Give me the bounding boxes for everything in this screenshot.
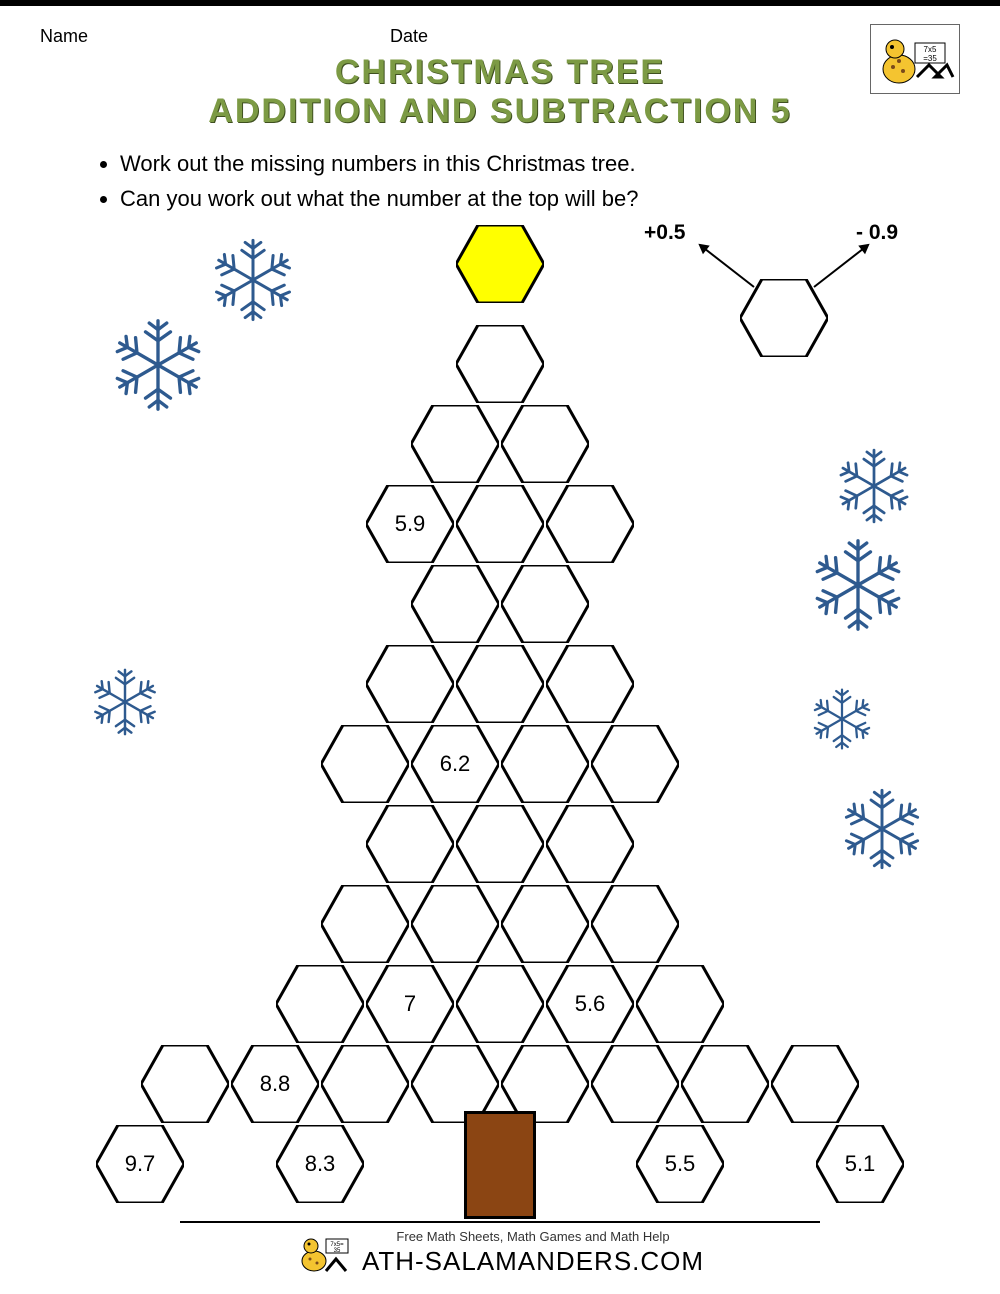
footer-logo: 7x5= 35 Free Math Sheets, Math Games and… <box>296 1229 704 1277</box>
hex-cell <box>456 645 544 723</box>
hex-cell <box>411 565 499 643</box>
title-block: CHRISTMAS TREE ADDITION AND SUBTRACTION … <box>40 53 960 131</box>
hex-cell <box>321 1045 409 1123</box>
hex-cell <box>411 405 499 483</box>
hex-cell <box>366 645 454 723</box>
hex-cell <box>456 485 544 563</box>
hex-cell <box>141 1045 229 1123</box>
hex-cell: 9.7 <box>96 1125 184 1203</box>
legend-arrow-left <box>694 239 760 293</box>
hex-cell <box>501 565 589 643</box>
hex-cell <box>591 885 679 963</box>
snowflake-icon <box>90 667 160 737</box>
hex-value: 5.6 <box>575 991 606 1017</box>
logo-box: 7x5 =35 <box>870 24 960 94</box>
hex-value: 8.3 <box>305 1151 336 1177</box>
snowflake-icon <box>810 537 906 633</box>
hex-cell <box>321 885 409 963</box>
header-row: Name Date <box>40 26 960 47</box>
footer-brand: ATH-SALAMANDERS.COM <box>362 1246 704 1276</box>
hex-cell: 7 <box>366 965 454 1043</box>
snowflake-icon <box>840 787 924 871</box>
hex-cell <box>456 965 544 1043</box>
snowflake-icon <box>835 447 913 525</box>
hex-value: 7 <box>404 991 416 1017</box>
hex-cell <box>636 965 724 1043</box>
hex-cell <box>546 645 634 723</box>
hex-cell-top <box>456 225 544 303</box>
hex-value: 5.9 <box>395 511 426 537</box>
hex-cell <box>456 805 544 883</box>
hex-cell <box>321 725 409 803</box>
hex-value: 9.7 <box>125 1151 156 1177</box>
hex-value: 5.5 <box>665 1151 696 1177</box>
instruction-item: Work out the missing numbers in this Chr… <box>120 147 960 180</box>
hex-value: 8.8 <box>260 1071 291 1097</box>
hex-cell: 6.2 <box>411 725 499 803</box>
tree-trunk <box>464 1111 536 1219</box>
snowflake-icon <box>810 687 874 751</box>
legend-arrow-right <box>808 239 874 293</box>
hex-value: 6.2 <box>440 751 471 777</box>
hex-cell: 8.3 <box>276 1125 364 1203</box>
hex-cell <box>501 725 589 803</box>
hex-cell <box>591 1045 679 1123</box>
snowflake-icon <box>110 317 206 413</box>
hex-value: 5.1 <box>845 1151 876 1177</box>
hex-cell: 8.8 <box>231 1045 319 1123</box>
legend-left-op: +0.5 <box>644 221 685 245</box>
hex-cell: 5.6 <box>546 965 634 1043</box>
hex-cell <box>456 325 544 403</box>
hex-cell <box>366 805 454 883</box>
hex-cell <box>771 1045 859 1123</box>
svg-text:35: 35 <box>334 1248 341 1254</box>
hex-cell <box>501 885 589 963</box>
title-line-2: ADDITION AND SUBTRACTION 5 <box>40 92 960 131</box>
hex-cell: 5.1 <box>816 1125 904 1203</box>
footer: 7x5= 35 Free Math Sheets, Math Games and… <box>0 1221 1000 1280</box>
instruction-item: Can you work out what the number at the … <box>120 182 960 215</box>
footer-tagline: Free Math Sheets, Math Games and Math He… <box>362 1229 704 1244</box>
svg-text:=35: =35 <box>923 54 937 63</box>
hex-cell <box>681 1045 769 1123</box>
hex-cell <box>546 805 634 883</box>
hex-cell <box>546 485 634 563</box>
hex-cell <box>501 405 589 483</box>
snowflake-icon <box>210 237 296 323</box>
salamander-icon: 7x5= 35 <box>296 1231 356 1275</box>
hex-cell <box>411 885 499 963</box>
salamander-icon: 7x5 =35 <box>875 29 955 89</box>
name-label: Name <box>40 26 390 47</box>
instructions-list: Work out the missing numbers in this Chr… <box>80 147 960 215</box>
worksheet-page: Name Date 7x5 =35 CHRISTMAS TREE ADDITIO… <box>0 0 1000 1294</box>
hex-cell: 5.9 <box>366 485 454 563</box>
hex-cell <box>591 725 679 803</box>
hex-cell <box>276 965 364 1043</box>
puzzle-canvas: 5.96.275.68.89.78.35.55.1+0.5- 0.9 <box>40 217 960 1117</box>
hex-cell: 5.5 <box>636 1125 724 1203</box>
title-line-1: CHRISTMAS TREE <box>40 53 960 92</box>
footer-rule <box>180 1221 820 1223</box>
svg-text:7x5: 7x5 <box>924 45 937 54</box>
